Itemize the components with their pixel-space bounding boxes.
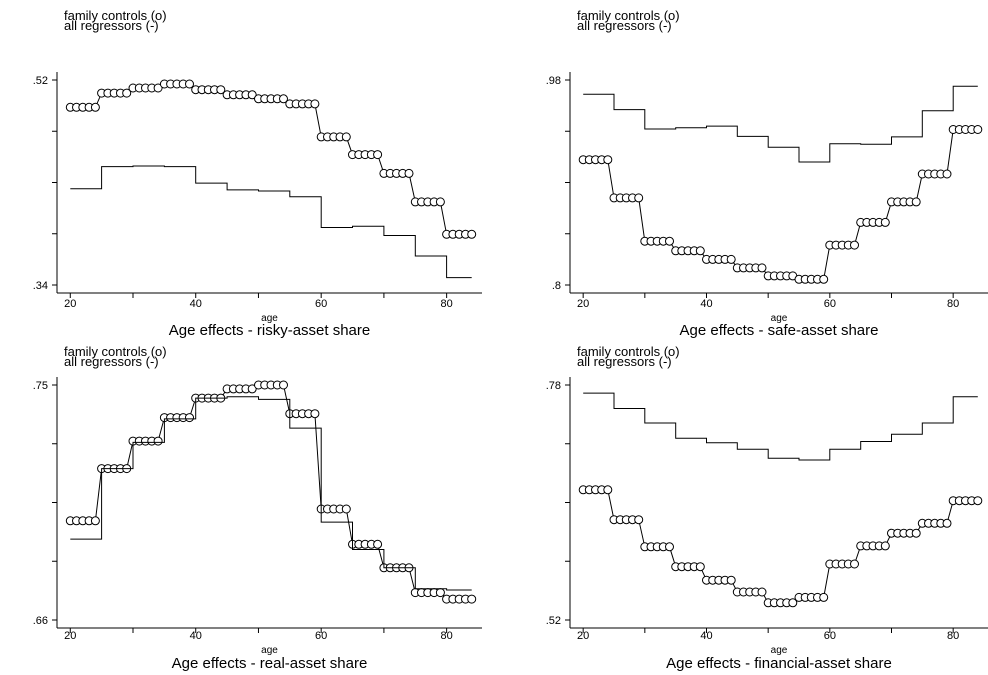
data-point-family-controls (467, 594, 477, 604)
data-point-family-controls (435, 197, 445, 207)
data-point-family-controls (726, 575, 736, 585)
y-tick-label: .98 (546, 75, 561, 87)
series-line-all-regressors (70, 165, 472, 279)
x-axis-label: age (771, 645, 788, 656)
y-tick-label: .78 (546, 380, 561, 392)
data-point-family-controls (695, 562, 705, 572)
data-point-family-controls (634, 515, 644, 525)
chart-panel-3: family controls (o)all regressors (-) .66… (33, 344, 482, 672)
x-tick-label: 80 (441, 298, 453, 310)
y-tick-label: .52 (546, 615, 561, 627)
data-point-family-controls (757, 263, 767, 273)
data-point-family-controls (665, 542, 674, 552)
y-tick-label: .75 (33, 380, 48, 392)
data-point-family-controls (247, 90, 257, 100)
chart-title: Age effects - financial-asset share (666, 655, 892, 672)
x-tick-label: 60 (315, 630, 327, 642)
data-point-family-controls (880, 541, 890, 551)
data-point-family-controls (216, 85, 226, 95)
y-tick-label: .66 (33, 615, 48, 627)
data-point-family-controls (341, 504, 351, 514)
data-point-family-controls (435, 588, 445, 598)
x-tick-label: 60 (315, 298, 327, 310)
legend-all-regressors: all regressors (-) (577, 354, 672, 369)
data-point-family-controls (603, 485, 613, 495)
x-axis-label: age (261, 313, 278, 324)
data-point-family-controls (880, 217, 890, 227)
data-point-family-controls (373, 150, 383, 160)
data-point-family-controls (404, 168, 414, 178)
x-tick-label: 20 (64, 630, 76, 642)
x-tick-label: 80 (947, 298, 959, 310)
data-point-family-controls (279, 380, 288, 390)
x-tick-label: 20 (577, 630, 589, 642)
data-point-family-controls (373, 539, 383, 549)
legend-family-controls: family controls (o) (577, 344, 680, 359)
data-point-family-controls (911, 528, 921, 538)
data-point-family-controls (153, 436, 163, 446)
data-point-family-controls (634, 193, 644, 203)
data-point-family-controls (942, 169, 952, 179)
x-tick-label: 80 (441, 630, 453, 642)
legend-all-regressors: all regressors (-) (64, 18, 159, 33)
data-point-family-controls (90, 102, 100, 112)
x-axis-label: age (771, 313, 788, 324)
data-point-family-controls (973, 125, 983, 134)
data-point-family-controls (850, 240, 859, 250)
data-point-family-controls (185, 79, 194, 89)
data-point-family-controls (665, 236, 674, 246)
data-point-family-controls (153, 83, 163, 93)
y-tick-label: .8 (552, 280, 561, 292)
x-tick-label: 40 (190, 630, 202, 642)
x-tick-label: 20 (577, 298, 589, 310)
data-point-family-controls (341, 132, 351, 142)
data-point-family-controls (757, 587, 767, 597)
data-point-family-controls (467, 229, 477, 239)
data-point-family-controls (819, 592, 829, 602)
x-tick-label: 40 (190, 298, 202, 310)
series-line-all-regressors (70, 396, 472, 591)
data-point-family-controls (185, 413, 194, 423)
chart-title: Age effects - real-asset share (172, 655, 368, 672)
x-tick-label: 60 (824, 630, 836, 642)
chart-panel-2: family controls (o)all regressors (-) .8.… (546, 8, 988, 339)
y-tick-label: .34 (33, 280, 48, 292)
data-point-family-controls (973, 496, 983, 506)
data-point-family-controls (850, 559, 859, 569)
data-point-family-controls (911, 197, 921, 207)
legend-all-regressors: all regressors (-) (64, 354, 159, 369)
data-point-family-controls (122, 88, 132, 98)
data-point-family-controls (310, 99, 320, 109)
series-line-all-regressors (583, 85, 978, 163)
series-line-family-controls (70, 83, 472, 235)
data-point-family-controls (279, 94, 288, 104)
chart-title: Age effects - safe-asset share (680, 322, 879, 339)
chart-panel-1: family controls (o)all regressors (-) .34… (33, 8, 482, 339)
x-tick-label: 20 (64, 298, 76, 310)
legend-family-controls: family controls (o) (577, 8, 680, 23)
data-point-family-controls (695, 246, 705, 256)
data-point-family-controls (726, 254, 736, 264)
x-axis-label: age (261, 645, 278, 656)
data-point-family-controls (942, 518, 952, 528)
series-line-all-regressors (583, 392, 978, 461)
data-point-family-controls (310, 409, 320, 419)
data-point-family-controls (603, 155, 613, 165)
data-point-family-controls (788, 598, 798, 608)
chart-title: Age effects - risky-asset share (169, 322, 370, 339)
legend-family-controls: family controls (o) (64, 344, 167, 359)
x-tick-label: 60 (824, 298, 836, 310)
x-tick-label: 40 (700, 298, 712, 310)
x-tick-label: 40 (700, 630, 712, 642)
data-point-family-controls (90, 516, 100, 526)
data-point-family-controls (819, 274, 829, 284)
legend-family-controls: family controls (o) (64, 8, 167, 23)
legend-all-regressors: all regressors (-) (577, 18, 672, 33)
data-point-family-controls (247, 384, 257, 394)
y-tick-label: .52 (33, 75, 48, 87)
chart-panel-4: family controls (o)all regressors (-) .52… (546, 344, 988, 672)
x-tick-label: 80 (947, 630, 959, 642)
